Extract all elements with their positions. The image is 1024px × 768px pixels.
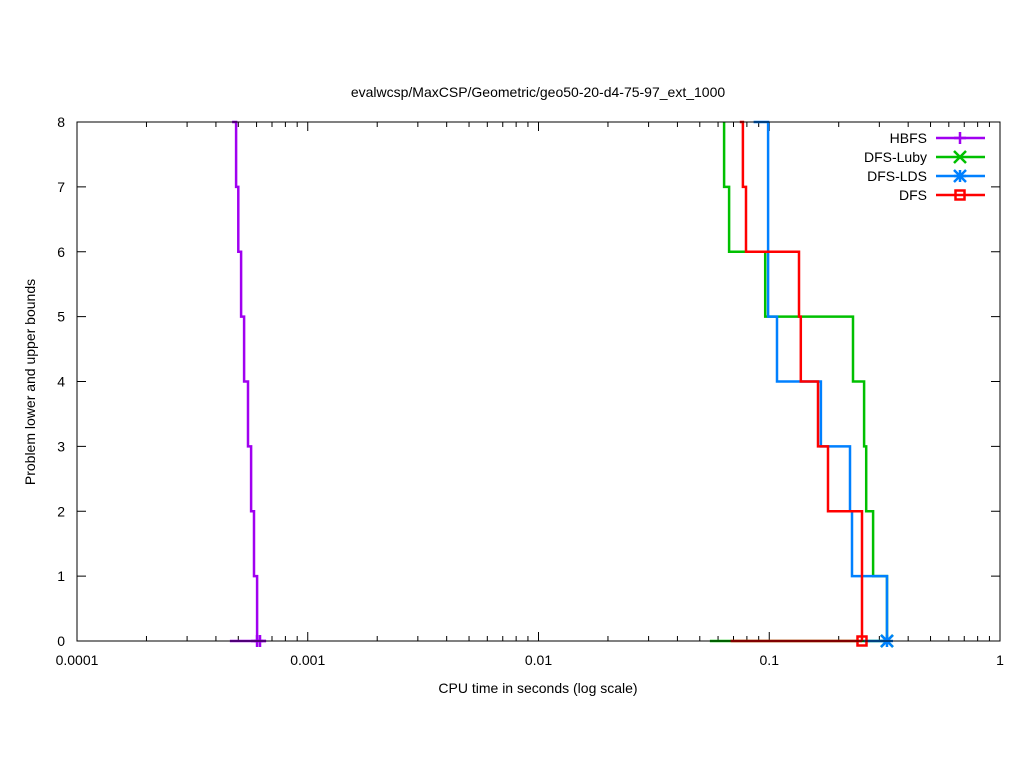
series-dfs	[730, 120, 868, 647]
y-tick-label: 3	[57, 438, 65, 454]
legend-item: HBFS	[890, 130, 985, 146]
x-axis-label: CPU time in seconds (log scale)	[438, 680, 637, 696]
legend-label: DFS	[899, 187, 927, 203]
legend-label: HBFS	[890, 130, 927, 146]
legend-label: DFS-Luby	[864, 149, 927, 165]
legend-item: DFS-LDS	[867, 168, 985, 184]
y-tick-label: 0	[57, 633, 65, 649]
upper-bound-line	[722, 122, 889, 641]
y-tick-label: 2	[57, 503, 65, 519]
series-layer	[229, 120, 894, 648]
y-tick-label: 6	[57, 244, 65, 260]
y-tick-label: 4	[57, 374, 65, 390]
axis-ticks	[76, 121, 1001, 642]
legend: HBFS DFS-Luby DFS-LDS DFS	[864, 130, 985, 203]
legend-marker	[954, 132, 966, 144]
legend-label: DFS-LDS	[867, 168, 927, 184]
y-tick-label: 5	[57, 309, 65, 325]
legend-item: DFS-Luby	[864, 149, 985, 165]
x-tick-label: 1	[996, 652, 1004, 668]
plot-border	[76, 121, 1001, 642]
upper-bound-line	[753, 120, 889, 641]
legend-marker	[953, 150, 967, 164]
series-hbfs	[229, 120, 267, 647]
upper-bound-line	[739, 120, 864, 641]
x-tick-label: 0.0001	[56, 652, 99, 668]
y-tick-label: 1	[57, 568, 65, 584]
x-tick-label: 0.001	[290, 652, 325, 668]
tick-labels: 0 1 2 3 4 5 6 7 8 0.0001 0.001 0.01 0.1 1	[56, 114, 1005, 668]
series-dfs-luby	[709, 122, 894, 648]
x-tick-label: 0.01	[525, 652, 552, 668]
legend-marker	[954, 189, 966, 201]
legend-item: DFS	[899, 187, 985, 203]
y-axis-label: Problem lower and upper bounds	[22, 279, 38, 485]
x-tick-label: 0.1	[760, 652, 780, 668]
upper-bound-line	[232, 120, 260, 643]
legend-marker	[953, 169, 967, 183]
chart-title: evalwcsp/MaxCSP/Geometric/geo50-20-d4-75…	[351, 84, 726, 100]
y-tick-label: 7	[57, 179, 65, 195]
y-tick-label: 8	[57, 114, 65, 130]
